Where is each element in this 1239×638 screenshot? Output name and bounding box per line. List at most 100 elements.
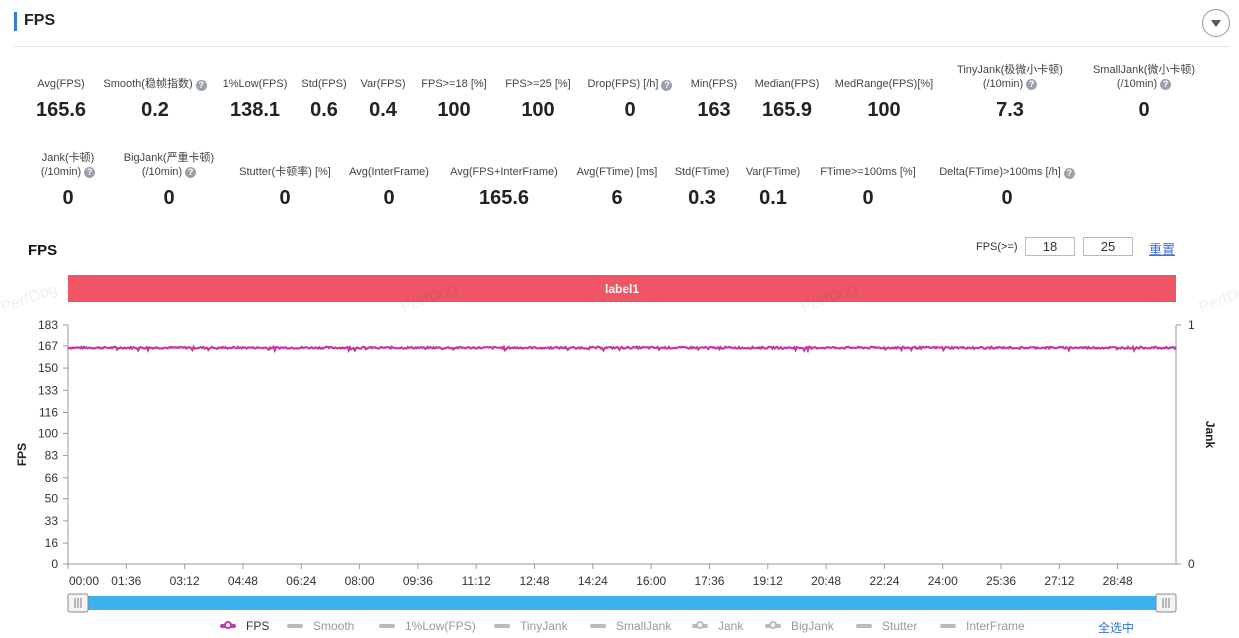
metric-label-text: Avg(FPS+InterFrame) — [450, 166, 558, 178]
metric-cell: Std(FPS) 0.6 — [296, 63, 352, 122]
legend-swatch-icon — [590, 624, 606, 628]
range-slider-track[interactable] — [75, 596, 1169, 610]
legend-label: InterFrame — [966, 619, 1025, 633]
metric-value: 165.9 — [761, 99, 813, 121]
metric-label-text: 1%Low(FPS) — [222, 78, 288, 90]
metric-label: Smooth(稳帧指数)? — [96, 63, 214, 91]
help-icon[interactable]: ? — [1160, 78, 1172, 90]
metric-value: 6 — [611, 187, 623, 209]
fps-threshold-input-2[interactable] — [1083, 237, 1133, 256]
legend-marker-icon — [696, 621, 704, 629]
reset-link[interactable]: 重置 — [1149, 242, 1176, 257]
legend-swatch-icon — [940, 624, 956, 628]
y2-tick-label: 1 — [1188, 318, 1195, 332]
x-tick-label: 08:00 — [345, 574, 375, 588]
metric-label-text: Stutter(卡顿率) [%] — [239, 166, 331, 178]
legend-item[interactable]: Smooth — [287, 619, 354, 633]
metric-label: Avg(FPS) — [15, 63, 107, 91]
metric-cell: Avg(FTime) [ms] 6 — [568, 151, 666, 210]
y-tick-label: 116 — [39, 406, 58, 420]
collapse-button[interactable] — [1202, 9, 1230, 37]
legend-item[interactable]: Stutter — [856, 619, 917, 633]
metric-value: 163 — [697, 99, 731, 121]
help-icon[interactable]: ? — [84, 166, 96, 178]
help-icon[interactable]: ? — [1026, 78, 1038, 90]
x-tick-label: 24:00 — [928, 574, 958, 588]
legend-item[interactable]: 1%Low(FPS) — [379, 619, 476, 633]
y-tick-label: 133 — [38, 383, 58, 397]
metric-cell: Smooth(稳帧指数)? 0.2 — [96, 63, 214, 122]
metric-label: Jank(卡顿) (/10min)? — [18, 151, 118, 179]
chart-legend: FPS Smooth 1%Low(FPS) TinyJank SmallJank Jank… — [0, 619, 1239, 637]
metric-label-text: Smooth(稳帧指数) — [103, 78, 193, 90]
legend-label: Jank — [718, 619, 744, 633]
metric-label-text: FPS>=25 [%] — [505, 78, 571, 90]
metric-value: 0.3 — [688, 187, 716, 209]
x-tick-label: 19:12 — [753, 574, 783, 588]
metric-cell: 1%Low(FPS) 138.1 — [216, 63, 294, 122]
x-tick-label: 22:24 — [869, 574, 899, 588]
metric-label: 1%Low(FPS) — [216, 63, 294, 91]
metric-cell: MedRange(FPS)[%] 100 — [828, 63, 940, 122]
metric-label: TinyJank(极微小卡顿) (/10min)? — [940, 63, 1080, 91]
x-tick-label: 27:12 — [1044, 574, 1074, 588]
metric-label-text: Jank(卡顿) — [41, 152, 95, 164]
metric-label-text: MedRange(FPS)[%] — [834, 78, 934, 90]
legend-item[interactable]: SmallJank — [590, 619, 671, 633]
metric-label: SmallJank(微小卡顿) (/10min)? — [1078, 63, 1210, 91]
fps-threshold-input-1[interactable] — [1025, 237, 1075, 256]
x-tick-label: 28:48 — [1103, 574, 1133, 588]
metric-label-text: TinyJank(极微小卡顿) — [957, 64, 1063, 76]
metric-label-text: Var(FPS) — [360, 78, 406, 90]
fps-threshold-label: FPS(>=) — [976, 241, 1018, 253]
metric-label-unit: (/10min)? — [142, 165, 197, 179]
legend-item[interactable]: FPS — [220, 619, 269, 633]
metric-label: Std(FTime) — [668, 151, 736, 179]
help-icon[interactable]: ? — [661, 80, 673, 91]
metric-label: MedRange(FPS)[%] — [828, 63, 940, 91]
legend-label: Smooth — [313, 619, 355, 633]
metric-label-unit: (/10min)? — [41, 165, 96, 179]
x-tick-label: 09:36 — [403, 574, 433, 588]
legend-label: FPS — [246, 619, 270, 633]
metric-label-text: Median(FPS) — [754, 78, 820, 90]
y2-tick-label: 0 — [1188, 557, 1195, 571]
metric-label: Delta(FTime)>100ms [/h]? — [928, 151, 1086, 179]
legend-item[interactable]: BigJank — [765, 619, 834, 633]
metric-value: 138.1 — [229, 99, 281, 121]
metric-label: Var(FPS) — [350, 63, 416, 91]
metric-label-text: Avg(InterFrame) — [349, 166, 429, 178]
metric-label: Avg(InterFrame) — [343, 151, 435, 179]
legend-item[interactable]: InterFrame — [940, 619, 1025, 633]
metric-value: 0 — [1001, 187, 1013, 209]
legend-swatch-icon — [379, 624, 395, 628]
metric-cell: Median(FPS) 165.9 — [745, 63, 829, 122]
x-tick-label: 25:36 — [986, 574, 1016, 588]
metric-label: Median(FPS) — [745, 63, 829, 91]
metric-label-text: Avg(FTime) [ms] — [576, 166, 658, 178]
y-tick-label: 66 — [45, 471, 59, 485]
x-tick-label: 03:12 — [170, 574, 200, 588]
legend-swatch-icon — [692, 621, 708, 629]
metric-cell: Jank(卡顿) (/10min)? 0 — [18, 151, 118, 210]
label-band[interactable]: label1 — [68, 275, 1176, 302]
metric-value: 0 — [862, 187, 874, 209]
metric-cell: FPS>=25 [%] 100 — [496, 63, 580, 122]
select-all-link[interactable]: 全选中 — [1098, 621, 1135, 635]
help-icon[interactable]: ? — [185, 166, 197, 178]
metric-label: Var(FTime) — [738, 151, 808, 179]
legend-item[interactable]: TinyJank — [494, 619, 568, 633]
y-tick-label: 16 — [45, 536, 59, 550]
metric-label: FPS>=18 [%] — [412, 63, 496, 91]
legend-marker-icon — [224, 621, 232, 629]
help-icon[interactable]: ? — [1063, 168, 1075, 179]
metric-label-text: Std(FPS) — [301, 78, 347, 90]
help-icon[interactable]: ? — [195, 80, 207, 91]
metric-value: 165.6 — [478, 187, 530, 209]
legend-marker-icon — [769, 621, 777, 629]
metric-label-text: Delta(FTime)>100ms [/h] — [939, 166, 1061, 178]
legend-item[interactable]: Jank — [692, 619, 743, 633]
metric-label: Drop(FPS) [/h]? — [580, 63, 680, 91]
fps-series-line — [67, 344, 1177, 354]
x-tick-label: 12:48 — [520, 574, 550, 588]
